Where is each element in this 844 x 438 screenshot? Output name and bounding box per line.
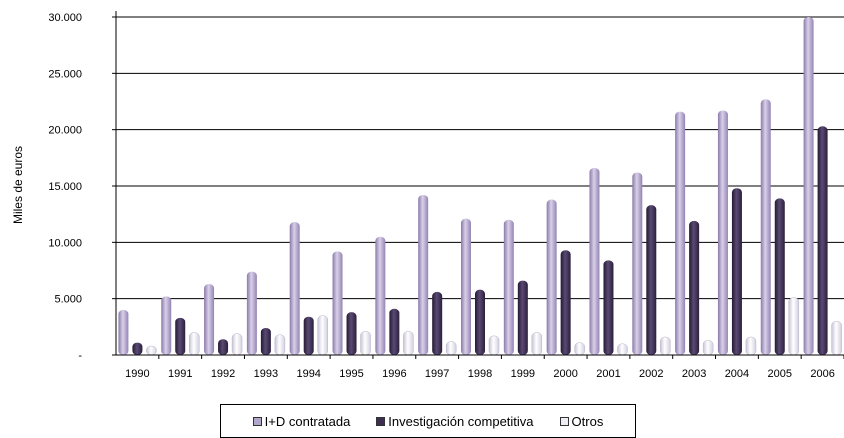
bar-otros (403, 331, 414, 356)
legend-swatch (559, 416, 569, 426)
legend-label: I+D contratada (264, 413, 351, 429)
bar-otros (617, 343, 628, 356)
bar-id-contratada (461, 218, 471, 355)
axes (112, 11, 844, 359)
legend-label: Otros (571, 413, 604, 429)
bar-investigacion-competitiva (817, 126, 828, 355)
y-tick-label: 15.000 (48, 181, 82, 193)
bar-investigacion-competitiva (218, 339, 229, 355)
y-tick-label: - (78, 350, 82, 362)
legend-item: I+D contratada (252, 413, 351, 429)
x-tick-label: 2006 (810, 368, 834, 380)
x-tick-label: 2005 (768, 368, 792, 380)
bar-otros (274, 334, 286, 356)
y-axis-label: Miles de euros (11, 146, 25, 224)
bar-otros (488, 335, 500, 356)
bar-investigacion-competitiva (260, 327, 271, 355)
bar-otros (660, 336, 671, 356)
bar-id-contratada (589, 167, 600, 355)
bar-id-contratada (332, 251, 343, 355)
bar-id-contratada (803, 17, 814, 355)
bar-id-contratada (675, 111, 686, 355)
x-tick-label: 1991 (168, 368, 192, 380)
bar-otros (702, 340, 714, 356)
y-tick-labels: - 5.000 10.000 15.000 20.000 25.000 30.000 (48, 12, 82, 362)
bar-id-contratada (161, 296, 172, 355)
bar-id-contratada (204, 284, 215, 355)
bar-investigacion-competitiva (432, 291, 443, 355)
x-tick-label: 1992 (211, 368, 235, 380)
y-tick-label: 5.000 (54, 294, 82, 306)
x-tick-label: 1998 (468, 368, 492, 380)
x-tick-labels: 1990 1991 1992 1993 1994 1995 1996 1997 1998 1999… (125, 368, 835, 380)
bar-id-contratada (418, 195, 429, 355)
bar-id-contratada (760, 99, 771, 355)
bar-otros (360, 331, 371, 356)
bar-otros (788, 297, 800, 356)
bar-otros (531, 332, 543, 356)
x-tick-label: 1990 (125, 368, 149, 380)
bar-id-contratada (118, 309, 129, 355)
bar-investigacion-competitiva (303, 316, 314, 355)
x-tick-label: 1995 (339, 368, 363, 380)
y-tick-label: 25.000 (48, 68, 82, 80)
bar-investigacion-competitiva (517, 280, 528, 355)
x-tick-label: 1999 (511, 368, 535, 380)
bar-investigacion-competitiva (475, 289, 485, 355)
bar-id-contratada (632, 172, 643, 355)
x-tick-label: 2001 (596, 368, 620, 380)
x-tick-label: 1996 (382, 368, 406, 380)
y-tick-label: 20.000 (48, 125, 82, 137)
x-tick-label: 2004 (725, 368, 749, 380)
x-tick-label: 1994 (296, 368, 320, 380)
legend-item: Otros (559, 413, 604, 429)
bar-otros (831, 320, 842, 356)
bar-investigacion-competitiva (175, 317, 186, 355)
bar-chart: - 5.000 10.000 15.000 20.000 25.000 30.000 199… (11, 11, 844, 380)
bar-investigacion-competitiva (731, 188, 742, 355)
x-tick-label: 2003 (682, 368, 706, 380)
x-tick-label: 2000 (553, 368, 577, 380)
legend-item: Investigación competitiva (376, 413, 534, 429)
y-tick-label: 10.000 (48, 237, 82, 249)
bar-id-contratada (503, 219, 514, 355)
bar-investigacion-competitiva (389, 308, 400, 355)
bar-id-contratada (289, 222, 300, 355)
bar-id-contratada (375, 236, 386, 355)
legend-swatch (376, 416, 386, 426)
bar-investigacion-competitiva (689, 220, 700, 355)
bar-otros (574, 342, 585, 356)
bar-investigacion-competitiva (603, 260, 614, 355)
legend-label: Investigación competitiva (388, 413, 534, 429)
bars (118, 17, 842, 356)
bar-otros (317, 315, 328, 356)
legend-swatch (252, 416, 262, 426)
bar-otros (745, 336, 757, 356)
bar-otros (188, 332, 200, 356)
x-tick-label: 1993 (254, 368, 278, 380)
bar-investigacion-competitiva (132, 342, 143, 355)
x-tick-label: 1997 (425, 368, 449, 380)
bar-id-contratada (246, 271, 257, 355)
bar-otros (445, 341, 457, 356)
bar-investigacion-competitiva (646, 205, 657, 355)
y-tick-label: 30.000 (48, 12, 82, 24)
bar-id-contratada (717, 110, 728, 355)
bar-id-contratada (546, 199, 557, 355)
bar-investigacion-competitiva (774, 198, 785, 355)
x-tick-label: 2002 (639, 368, 663, 380)
bar-otros (146, 345, 157, 356)
bar-investigacion-competitiva (346, 312, 357, 355)
bar-otros (231, 333, 243, 356)
bar-investigacion-competitiva (560, 250, 571, 355)
